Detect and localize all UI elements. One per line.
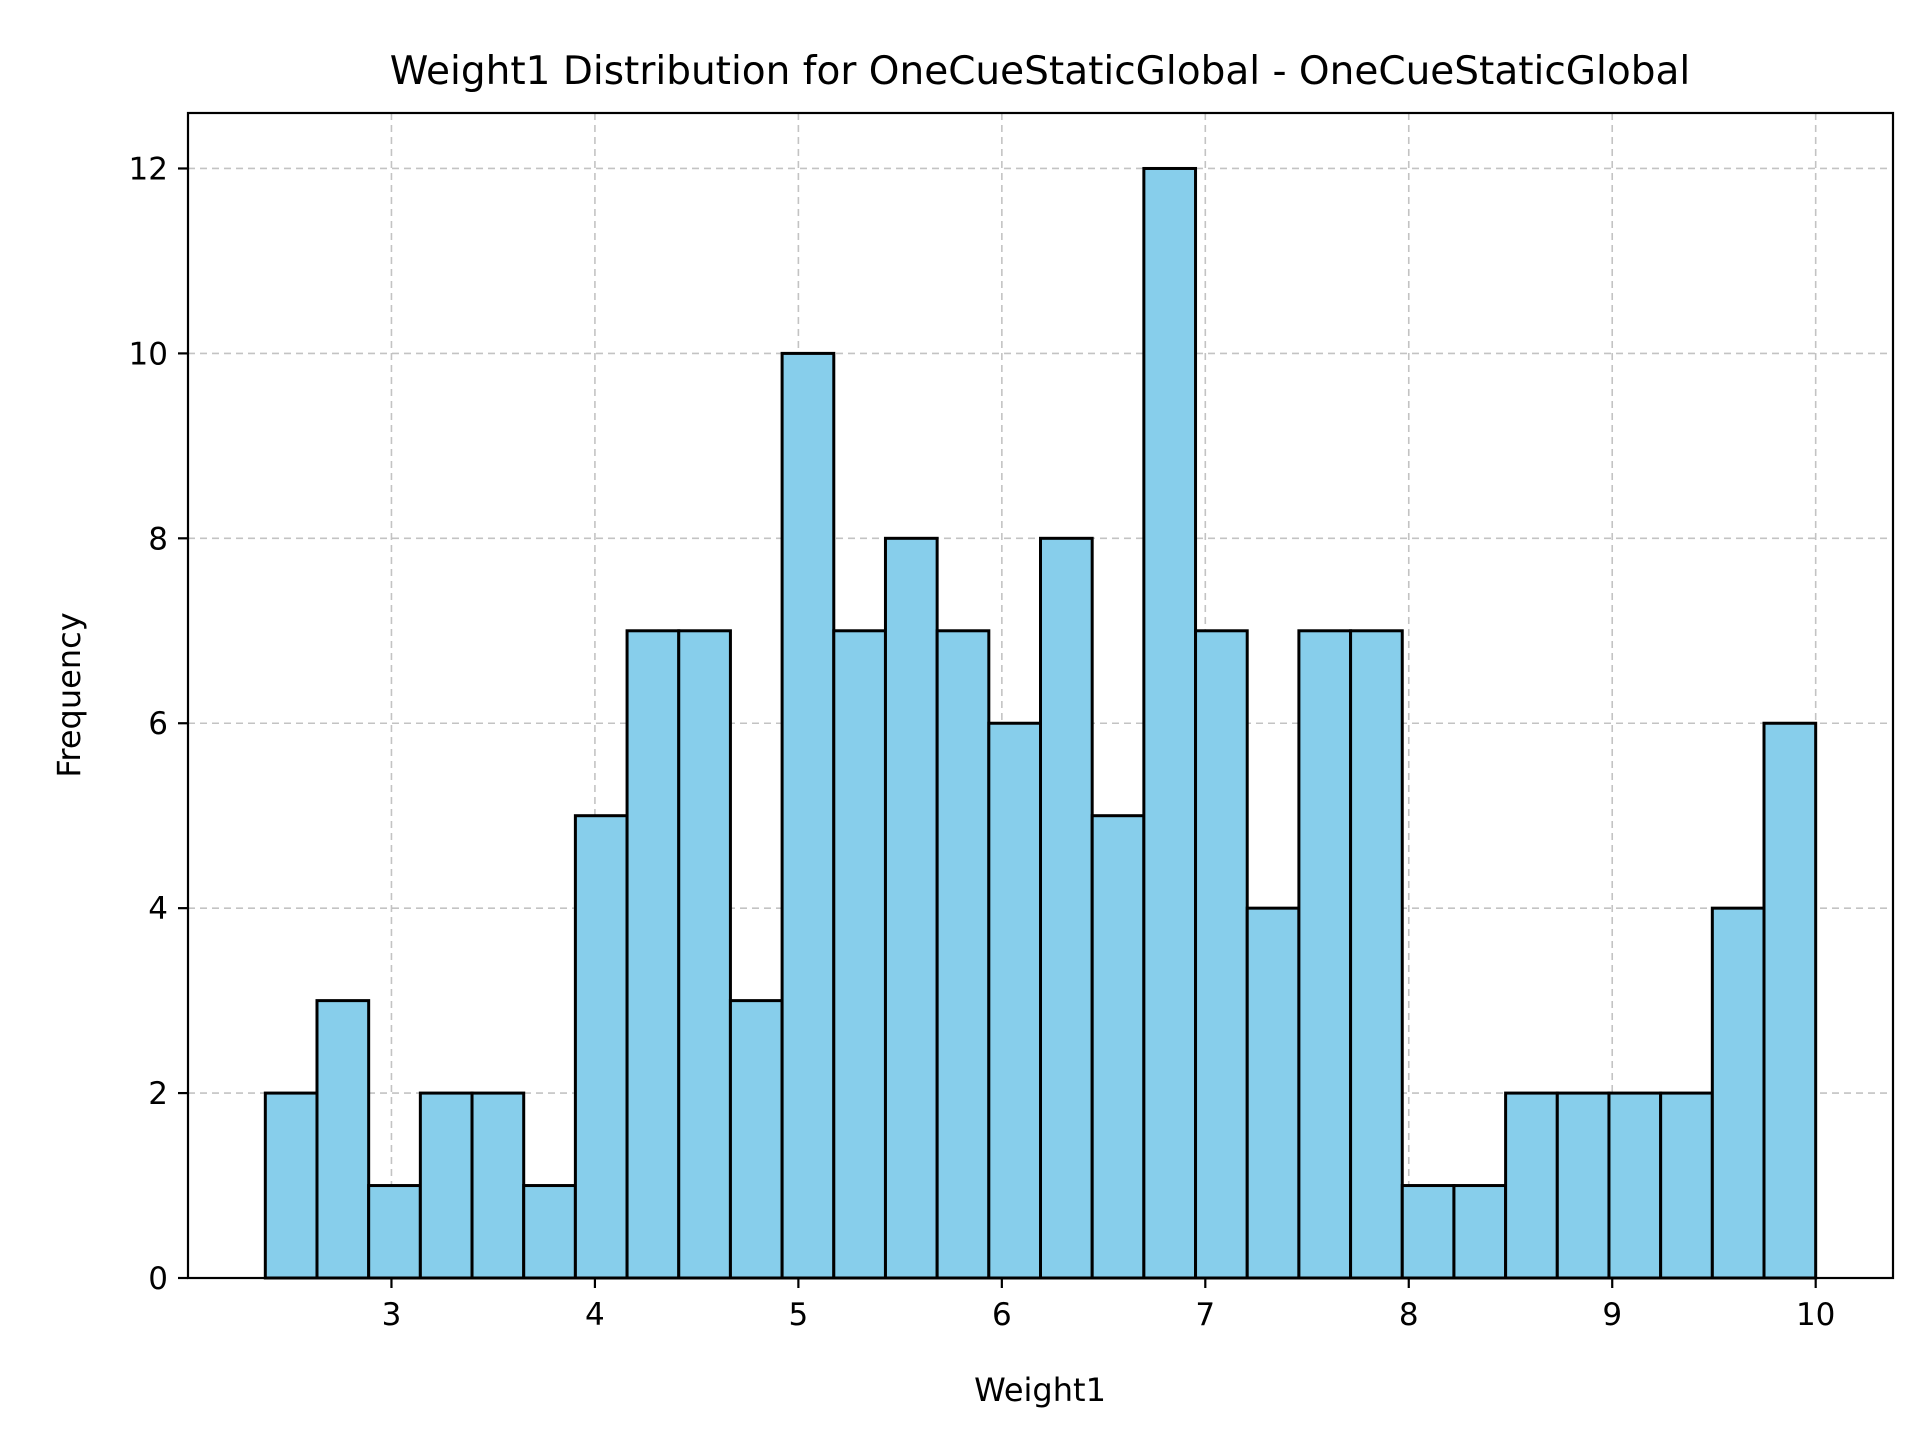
chart-title: Weight1 Distribution for OneCueStaticGlo… (390, 49, 1690, 94)
histogram-bar (1245, 906, 1301, 1280)
histogram-bar (1142, 166, 1198, 1280)
x-tick-label: 8 (1399, 1297, 1419, 1333)
histogram-bar (315, 999, 371, 1280)
x-tick-label: 9 (1602, 1297, 1622, 1333)
y-tick-label: 2 (148, 1076, 168, 1112)
x-tick-label: 6 (992, 1297, 1012, 1333)
plot-frame (186, 111, 1895, 1280)
histogram-bar (1504, 1091, 1559, 1280)
histogram-bar (883, 536, 939, 1280)
histogram-bar (780, 351, 836, 1280)
histogram-bar (470, 1091, 526, 1280)
histogram-bar (573, 814, 629, 1280)
histogram-bar (1555, 1091, 1611, 1280)
histogram-bar (1039, 536, 1094, 1280)
histogram-bar (728, 999, 784, 1280)
histogram-bar (677, 629, 732, 1280)
x-tick-label: 5 (789, 1297, 809, 1333)
histogram-bar (1297, 629, 1353, 1280)
x-tick-label: 3 (382, 1297, 402, 1333)
y-axis-ticks: 0 2 4 6 8 10 12 (129, 151, 188, 1297)
y-tick-label: 6 (148, 706, 168, 742)
x-axis-ticks: 3 4 5 6 7 8 9 10 (382, 1278, 1835, 1333)
histogram-bar (625, 629, 681, 1280)
histogram-bar (1659, 1091, 1714, 1280)
x-tick-label: 7 (1195, 1297, 1215, 1333)
y-tick-label: 8 (148, 521, 168, 557)
y-tick-label: 4 (148, 891, 168, 927)
histogram-bar (1452, 1184, 1508, 1280)
histogram-bar (1762, 721, 1818, 1280)
x-tick-label: 4 (585, 1297, 605, 1333)
histogram-bar (367, 1184, 422, 1280)
histogram-bar (1400, 1184, 1456, 1280)
x-tick-label: 10 (1796, 1297, 1835, 1333)
y-tick-label: 12 (129, 151, 168, 187)
histogram-bar (418, 1091, 474, 1280)
y-axis-label: Frequency (50, 612, 88, 777)
histogram-bar (263, 1091, 319, 1280)
bars (263, 166, 1818, 1280)
histogram-bar (522, 1184, 577, 1280)
x-axis-label: Weight1 (974, 1371, 1106, 1409)
histogram-bar (1349, 629, 1404, 1280)
y-tick-label: 0 (148, 1261, 168, 1297)
y-tick-label: 10 (129, 336, 168, 372)
histogram-bar (1194, 629, 1249, 1280)
histogram-bar (1607, 1091, 1663, 1280)
histogram-bar (1090, 814, 1146, 1280)
histogram-bar (1710, 906, 1766, 1280)
histogram-bar (935, 629, 991, 1280)
histogram-bar (987, 721, 1042, 1280)
histogram-bar (832, 629, 887, 1280)
